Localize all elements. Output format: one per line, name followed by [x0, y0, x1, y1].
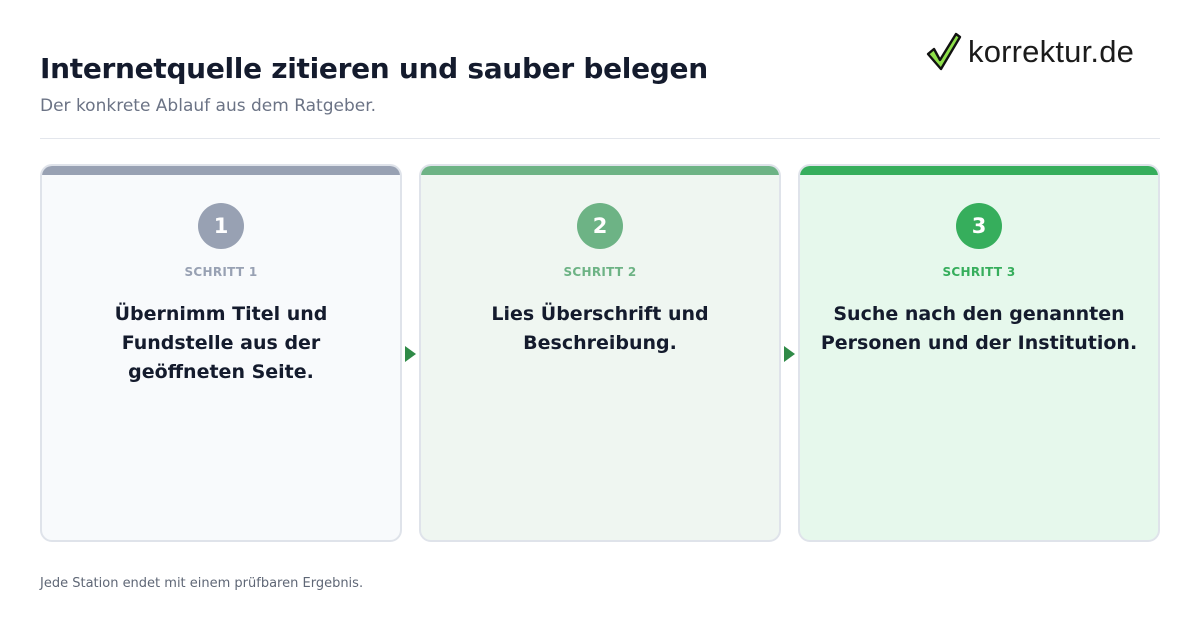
header-divider — [40, 138, 1160, 139]
step-card-accent-bar — [42, 166, 400, 175]
step-text: Suche nach den genannten Personen und de… — [820, 303, 1138, 354]
brand-logo[interactable]: korrektur.de — [926, 30, 1134, 74]
step-card-accent-bar — [421, 166, 779, 175]
step-number-badge: 1 — [198, 203, 244, 249]
logo-text: korrektur.de — [968, 34, 1135, 69]
step-label: SCHRITT 2 — [563, 265, 637, 279]
step-card-3: 3 SCHRITT 3 Suche nach den genannten Per… — [798, 164, 1160, 542]
step-label: SCHRITT 3 — [942, 265, 1016, 279]
step-number-badge: 3 — [956, 203, 1002, 249]
step-card-accent-bar — [800, 166, 1158, 175]
step-text: Lies Überschrift und Beschreibung. — [491, 303, 709, 354]
page-title: Internetquelle zitieren und sauber beleg… — [40, 52, 708, 85]
checkmark-icon — [926, 32, 962, 72]
page-subtitle: Der konkrete Ablauf aus dem Ratgeber. — [40, 96, 377, 116]
step-card-2: 2 SCHRITT 2 Lies Überschrift und Beschre… — [419, 164, 781, 542]
step-number-badge: 2 — [577, 203, 623, 249]
step-label: SCHRITT 1 — [184, 265, 258, 279]
step-card-1: 1 SCHRITT 1 Übernimm Titel und Fundstell… — [40, 164, 402, 542]
arrow-right-icon — [784, 346, 795, 362]
footer-note: Jede Station endet mit einem prüfbaren E… — [40, 576, 364, 591]
step-text: Übernimm Titel und Fundstelle aus der ge… — [114, 303, 328, 383]
arrow-right-icon — [405, 346, 416, 362]
